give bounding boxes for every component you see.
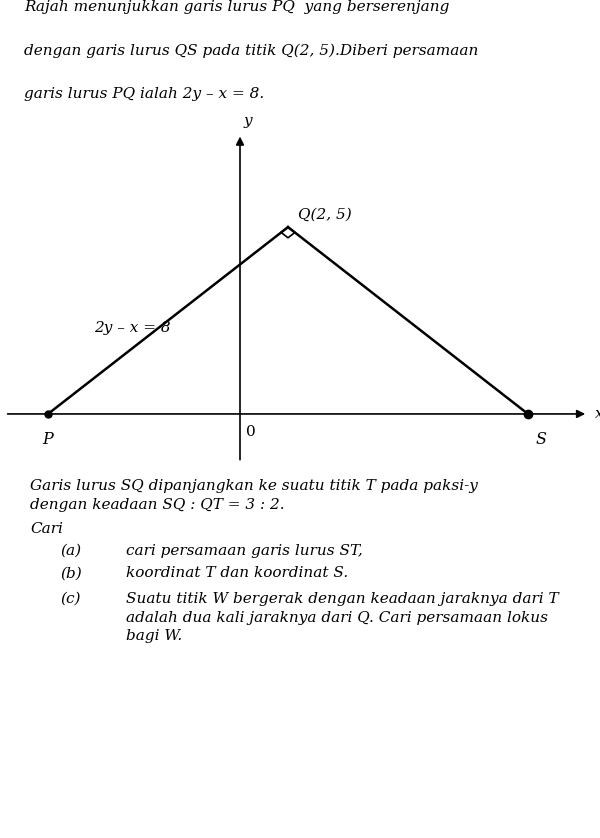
- Text: adalah dua kali jaraknya dari Q. Cari persamaan lokus: adalah dua kali jaraknya dari Q. Cari pe…: [126, 611, 548, 624]
- Text: (b): (b): [60, 566, 82, 580]
- Text: dengan garis lurus QS pada titik Q(2, 5).Diberi persamaan: dengan garis lurus QS pada titik Q(2, 5)…: [24, 44, 478, 58]
- Text: (c): (c): [60, 592, 80, 606]
- Text: Rajah menunjukkan garis lurus PQ  yang berserenjang: Rajah menunjukkan garis lurus PQ yang be…: [24, 0, 449, 14]
- Text: 2y – x = 8: 2y – x = 8: [94, 321, 170, 335]
- Text: cari persamaan garis lurus ST,: cari persamaan garis lurus ST,: [126, 544, 363, 558]
- Text: P: P: [43, 431, 53, 447]
- Text: garis lurus PQ ialah 2y – x = 8.: garis lurus PQ ialah 2y – x = 8.: [24, 87, 264, 101]
- Text: x: x: [595, 407, 600, 421]
- Text: dengan keadaan SQ : QT = 3 : 2.: dengan keadaan SQ : QT = 3 : 2.: [30, 498, 284, 512]
- Text: Cari: Cari: [30, 522, 63, 535]
- Text: koordinat T dan koordinat S.: koordinat T dan koordinat S.: [126, 566, 348, 580]
- Text: bagi W.: bagi W.: [126, 629, 182, 643]
- Text: Q(2, 5): Q(2, 5): [298, 208, 352, 221]
- Text: Suatu titik W bergerak dengan keadaan jaraknya dari T: Suatu titik W bergerak dengan keadaan ja…: [126, 592, 559, 606]
- Text: 0: 0: [246, 425, 256, 439]
- Text: Garis lurus SQ dipanjangkan ke suatu titik T pada paksi-y: Garis lurus SQ dipanjangkan ke suatu tit…: [30, 479, 478, 494]
- Text: y: y: [244, 114, 252, 128]
- Text: S: S: [535, 431, 546, 447]
- Text: (a): (a): [60, 544, 81, 558]
